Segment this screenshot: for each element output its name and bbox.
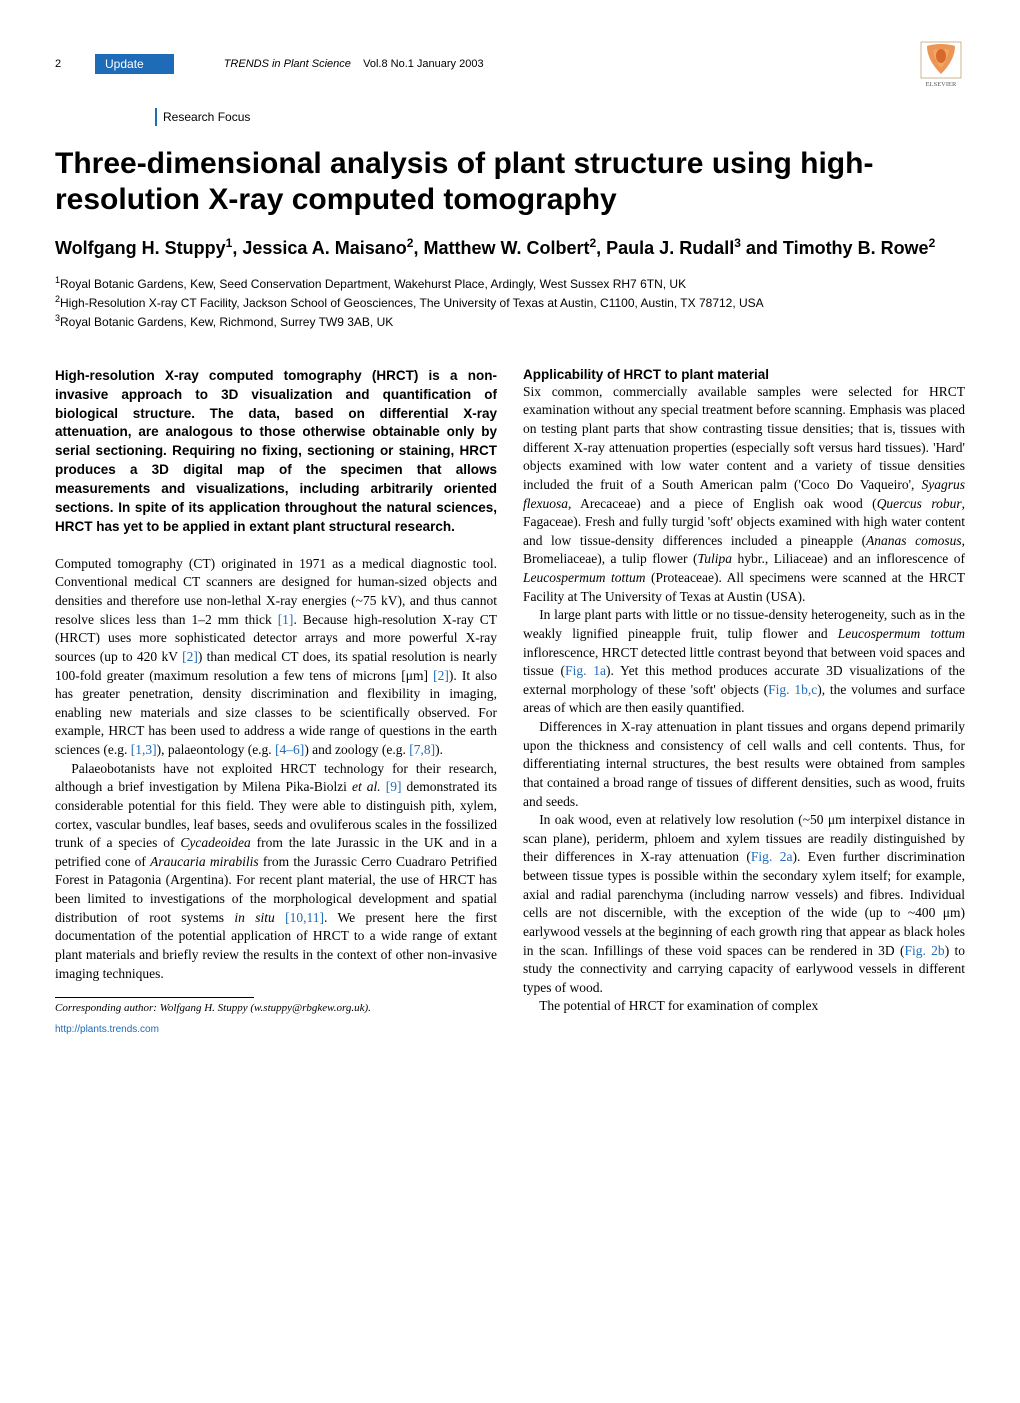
footnote-rule — [55, 997, 254, 998]
abstract: High-resolution X-ray computed tomograph… — [55, 367, 497, 537]
affiliations: 1Royal Botanic Gardens, Kew, Seed Conser… — [55, 274, 965, 330]
affiliation-2: 2High-Resolution X-ray CT Facility, Jack… — [55, 293, 965, 312]
article-title: Three-dimensional analysis of plant stru… — [55, 146, 965, 218]
elsevier-logo-icon: ELSEVIER — [917, 40, 965, 88]
intro-para-1: Computed tomography (CT) originated in 1… — [55, 555, 497, 760]
intro-text: Computed tomography (CT) originated in 1… — [55, 555, 497, 983]
left-column: High-resolution X-ray computed tomograph… — [55, 367, 497, 1035]
section-heading-applicability: Applicability of HRCT to plant material — [523, 367, 965, 382]
research-focus-label: Research Focus — [163, 110, 250, 124]
journal-issue: Vol.8 No.1 January 2003 — [363, 58, 483, 70]
page-number: 2 — [55, 58, 95, 70]
svg-text:ELSEVIER: ELSEVIER — [926, 81, 957, 88]
journal-title: TRENDS in Plant Science — [224, 58, 351, 70]
footer-url: http://plants.trends.com — [55, 1024, 497, 1035]
intro-para-2: Palaeobotanists have not exploited HRCT … — [55, 760, 497, 984]
journal-info: TRENDS in Plant Science Vol.8 No.1 Janua… — [224, 58, 484, 70]
research-focus-box: Research Focus — [155, 108, 965, 126]
applic-para-5: The potential of HRCT for examination of… — [523, 997, 965, 1016]
body-columns: High-resolution X-ray computed tomograph… — [55, 367, 965, 1035]
affiliation-1: 1Royal Botanic Gardens, Kew, Seed Conser… — [55, 274, 965, 293]
applic-para-2: In large plant parts with little or no t… — [523, 606, 965, 718]
authors: Wolfgang H. Stuppy1, Jessica A. Maisano2… — [55, 236, 965, 260]
running-header: 2 Update TRENDS in Plant Science Vol.8 N… — [55, 40, 965, 88]
update-badge: Update — [95, 54, 174, 74]
applicability-text: Six common, commercially available sampl… — [523, 383, 965, 1016]
corresponding-author: Corresponding author: Wolfgang H. Stuppy… — [55, 1002, 497, 1014]
applic-para-1: Six common, commercially available sampl… — [523, 383, 965, 607]
right-column: Applicability of HRCT to plant material … — [523, 367, 965, 1035]
affiliation-3: 3Royal Botanic Gardens, Kew, Richmond, S… — [55, 312, 965, 331]
applic-para-3: Differences in X-ray attenuation in plan… — [523, 718, 965, 811]
applic-para-4: In oak wood, even at relatively low reso… — [523, 811, 965, 997]
